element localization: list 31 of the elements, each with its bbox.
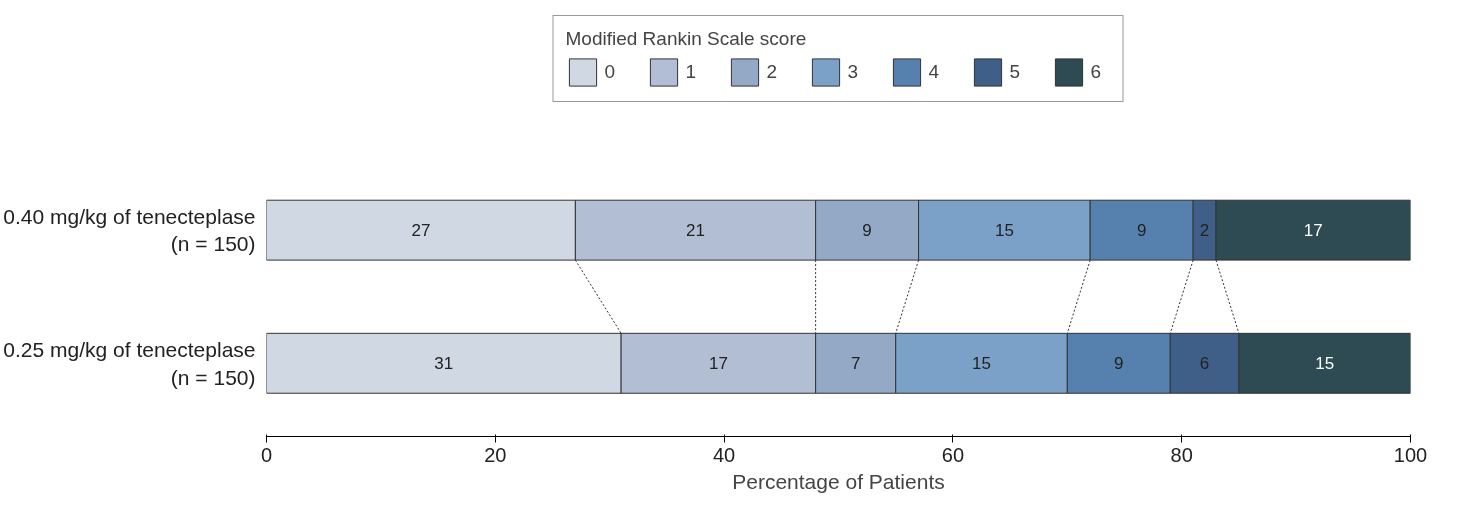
data-label: 6 — [1199, 354, 1210, 374]
data-label: 15 — [1315, 354, 1335, 374]
data-label: 17 — [708, 354, 728, 374]
data-label: 15 — [972, 354, 991, 374]
legend-label: 2 — [766, 61, 779, 83]
legend-label: 6 — [1090, 61, 1103, 83]
data-label: 31 — [434, 354, 454, 374]
data-label: 17 — [1303, 221, 1323, 241]
y-tick-label: 0.40 mg/kg of tenecteplase (n = 150) — [3, 204, 256, 256]
data-label: 7 — [850, 354, 861, 374]
x-tick-label: 20 — [484, 443, 507, 466]
x-tick-label: 60 — [941, 443, 965, 466]
legend-label: 5 — [1009, 61, 1022, 83]
data-label: 15 — [994, 221, 1014, 241]
legend-label: 1 — [685, 61, 698, 83]
data-label: 27 — [411, 221, 431, 241]
x-tick-label: 100 — [1393, 443, 1428, 466]
y-tick-label: 0.25 mg/kg of tenecteplase (n = 150) — [3, 337, 256, 389]
data-label: 2 — [1199, 221, 1210, 241]
data-label: 9 — [862, 221, 872, 241]
data-label: 9 — [1114, 354, 1124, 374]
x-axis-title: Percentage of Patients — [732, 469, 945, 493]
x-tick-label: 40 — [712, 443, 736, 466]
legend-title: Modified Rankin Scale score — [565, 28, 808, 50]
data-label: 21 — [686, 221, 705, 241]
x-tick-label: 0 — [260, 443, 273, 466]
x-tick-label: 80 — [1170, 443, 1193, 466]
legend-label: 3 — [847, 61, 860, 83]
legend-label: 4 — [928, 61, 941, 83]
legend-label: 0 — [604, 61, 617, 83]
data-label: 9 — [1136, 221, 1147, 241]
